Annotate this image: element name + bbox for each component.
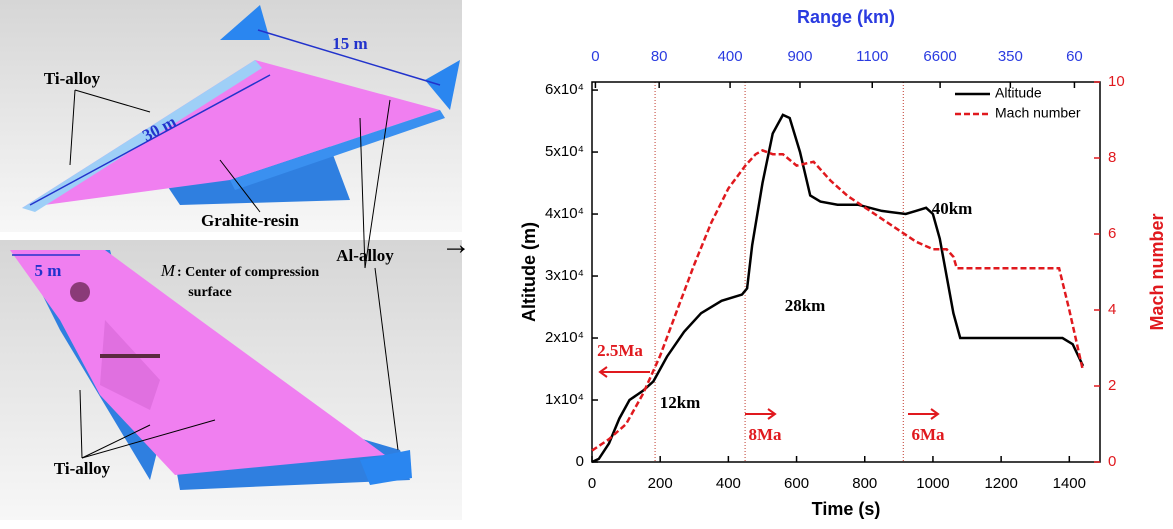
y-tick-label: 0 <box>576 453 584 470</box>
annotation: 6Ma <box>911 425 945 444</box>
x2-tick-label: 1100 <box>856 48 888 65</box>
x-tick-label: 1000 <box>916 475 949 492</box>
y2-tick-label: 10 <box>1108 73 1125 90</box>
y2-tick-label: 8 <box>1108 149 1116 166</box>
material-label: Ti-alloy <box>54 459 111 478</box>
y-tick-label: 4x10⁴ <box>545 205 584 222</box>
y-tick-label: 1x10⁴ <box>545 391 584 408</box>
x2-tick-label: 60 <box>1066 48 1083 65</box>
point-note: surface <box>188 285 232 300</box>
material-label: Al-alloy <box>336 246 394 265</box>
point-note: : Center of compression <box>177 265 319 280</box>
x-tick-label: 400 <box>716 475 741 492</box>
annotation: 2.5Ma <box>597 341 643 360</box>
arrow: → <box>441 228 471 261</box>
width-label: 5 m <box>35 261 62 280</box>
x2-tick-label: 900 <box>787 48 812 65</box>
annotation: 8Ma <box>748 425 782 444</box>
y-tick-label: 5x10⁴ <box>545 143 584 160</box>
span-label: 15 m <box>332 34 367 53</box>
y-tick-label: 2x10⁴ <box>545 329 584 346</box>
x-tick-label: 200 <box>648 475 673 492</box>
x-tick-label: 1200 <box>984 475 1017 492</box>
annotation: 12km <box>660 393 701 412</box>
legend-label: Altitude <box>995 85 1042 101</box>
y2-axis-label: Mach number <box>1147 213 1167 330</box>
x-tick-label: 1400 <box>1053 475 1086 492</box>
y2-tick-label: 2 <box>1108 377 1116 394</box>
y2-tick-label: 4 <box>1108 301 1116 318</box>
y-axis-label: Altitude (m) <box>519 222 539 322</box>
y2-tick-label: 6 <box>1108 225 1116 242</box>
annotation: 28km <box>785 296 826 315</box>
top-diagram: 15 m Ti-alloy 30 m Grahite-resin <box>0 0 462 232</box>
point-label: M <box>160 261 176 280</box>
x2-tick-label: 0 <box>591 48 599 65</box>
x-axis-label: Time (s) <box>812 499 881 519</box>
legend-label: Mach number <box>995 105 1081 121</box>
x-tick-label: 0 <box>588 475 596 492</box>
annotation: 40km <box>932 199 973 218</box>
x-tick-label: 600 <box>784 475 809 492</box>
figure: 15 m Ti-alloy 30 m Grahite-resin 5 m M :… <box>0 0 1173 524</box>
x2-tick-label: 80 <box>651 48 668 65</box>
x-tick-label: 800 <box>852 475 877 492</box>
material-label: Grahite-resin <box>201 211 299 230</box>
y-tick-label: 6x10⁴ <box>545 81 584 98</box>
material-label: Ti-alloy <box>44 69 101 88</box>
x2-tick-label: 350 <box>998 48 1023 65</box>
x2-axis-label: Range (km) <box>797 7 895 27</box>
x2-tick-label: 400 <box>718 48 743 65</box>
y2-tick-label: 0 <box>1108 453 1116 470</box>
x2-tick-label: 6600 <box>923 48 956 65</box>
y-tick-label: 3x10⁴ <box>545 267 584 284</box>
